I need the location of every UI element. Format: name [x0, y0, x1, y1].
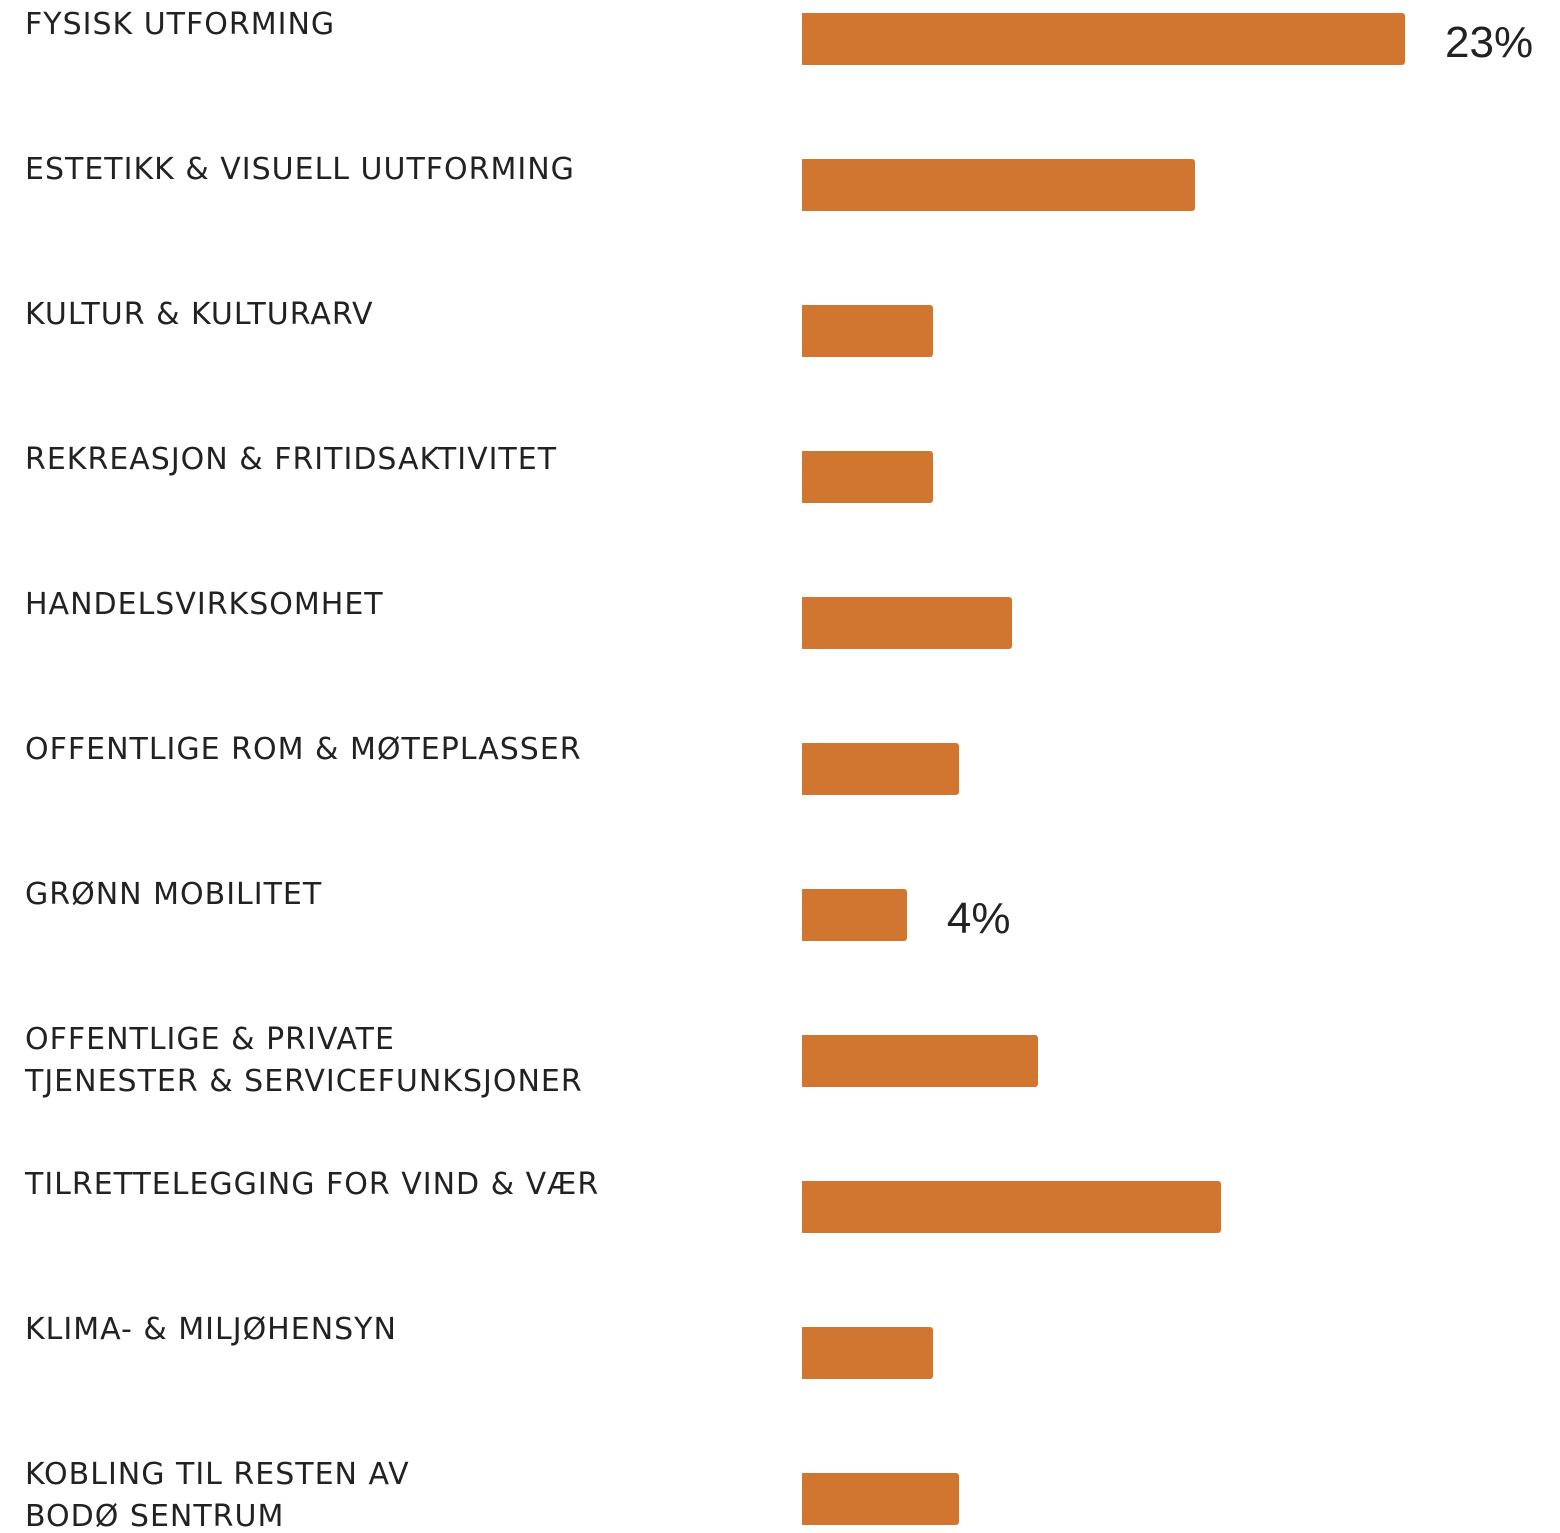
bar	[802, 889, 907, 941]
bar	[802, 451, 934, 503]
category-label: FYSISK UTFORMING	[25, 7, 336, 42]
category-label: HANDELSVIRKSOMHET	[25, 587, 384, 622]
bar	[802, 305, 934, 357]
category-label: TILRETTELEGGING FOR VIND & VÆR	[25, 1167, 600, 1202]
bar	[802, 159, 1196, 211]
category-label: GRØNN MOBILITET	[25, 877, 323, 912]
category-label: OFFENTLIGE & PRIVATE TJENESTER & SERVICE…	[25, 1022, 583, 1099]
category-label: KULTUR & KULTURARV	[25, 297, 374, 332]
bar	[802, 1035, 1038, 1087]
bar	[802, 1473, 960, 1525]
bar	[802, 1181, 1222, 1233]
category-label: KOBLING TIL RESTEN AV BODØ SENTRUM	[25, 1457, 410, 1533]
category-label: KLIMA- & MILJØHENSYN	[25, 1312, 397, 1347]
category-label: ESTETIKK & VISUELL UUTFORMING	[25, 152, 575, 187]
category-label: REKREASJON & FRITIDSAKTIVITET	[25, 442, 558, 477]
value-label: 23%	[1445, 18, 1534, 67]
bar	[802, 13, 1405, 65]
bar	[802, 597, 1012, 649]
bar	[802, 743, 960, 795]
value-label: 4%	[946, 894, 1011, 943]
bar	[802, 1327, 934, 1379]
category-label: OFFENTLIGE ROM & MØTEPLASSER	[25, 732, 582, 767]
